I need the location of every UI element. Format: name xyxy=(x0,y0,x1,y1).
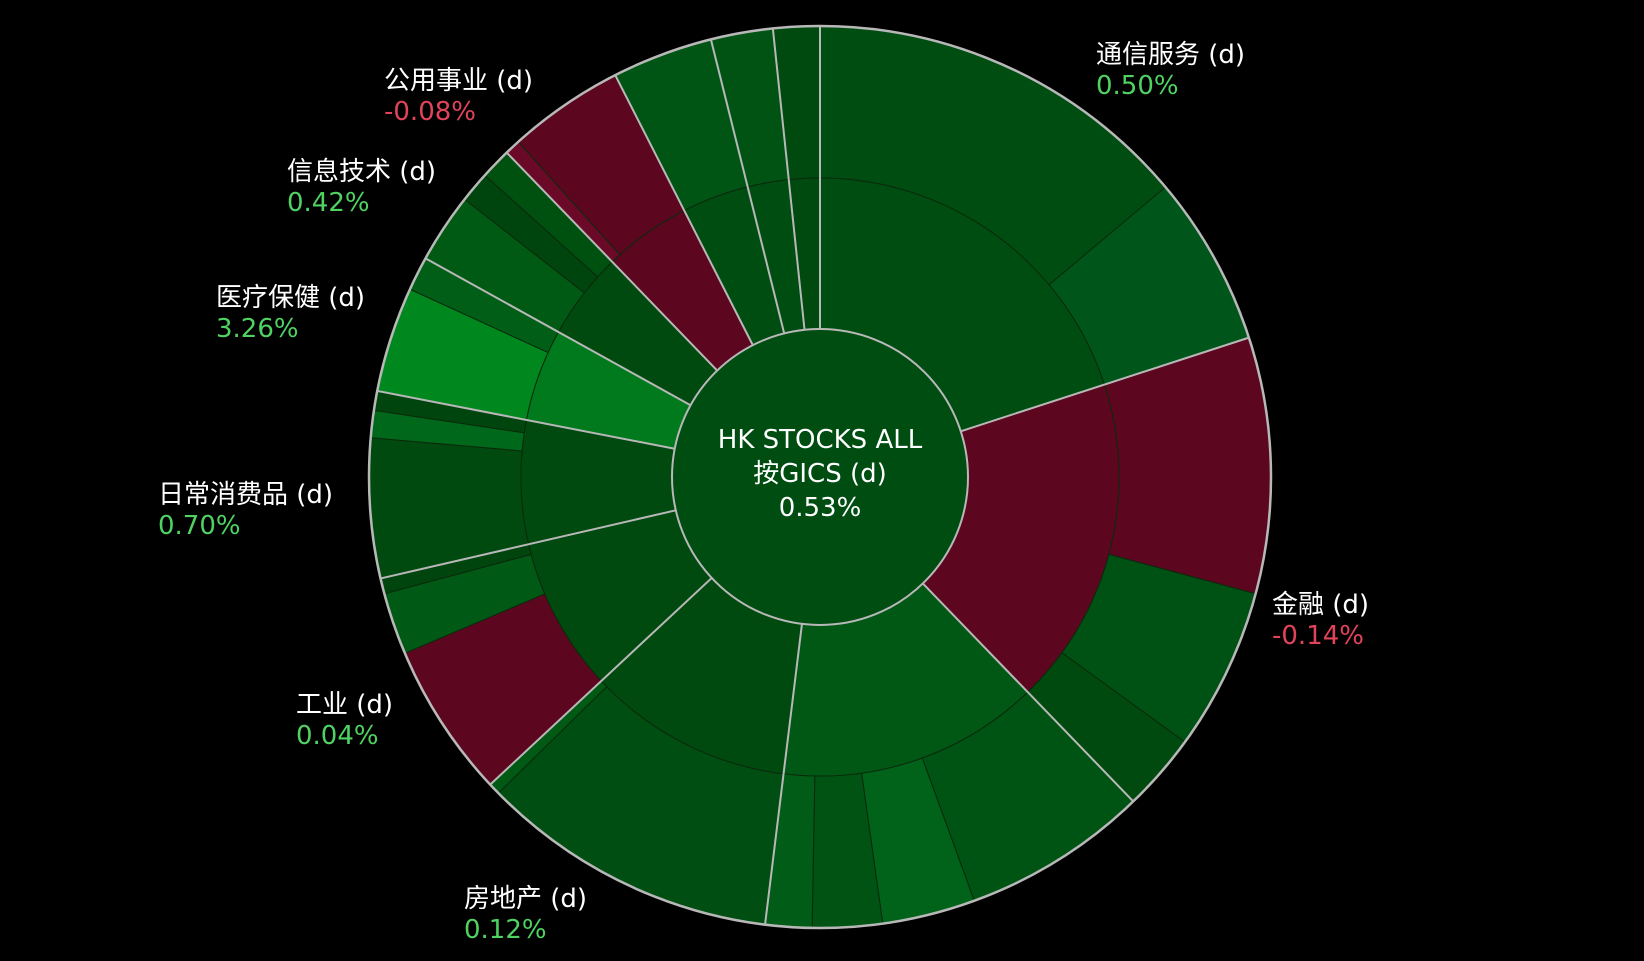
sector-divider xyxy=(771,28,806,330)
sector-divider xyxy=(960,336,1250,433)
sector-label: 信息技术 (d) xyxy=(287,157,436,187)
center-label: 按GICS (d) xyxy=(753,459,887,489)
sector-label: 通信服务 (d) xyxy=(1096,40,1245,70)
sector-divider xyxy=(922,582,1135,803)
dividers xyxy=(367,24,1273,930)
sector-change: 0.04% xyxy=(296,721,379,751)
sector-change: 3.26% xyxy=(216,314,299,344)
sector-label: 房地产 (d) xyxy=(464,884,587,914)
sector-label: 公用事业 (d) xyxy=(384,66,533,96)
center-label: HK STOCKS ALL xyxy=(718,425,923,455)
sector-label: 日常消费品 (d) xyxy=(158,480,333,510)
sector-label: 金融 (d) xyxy=(1272,590,1369,620)
sector-divider xyxy=(380,509,677,580)
sector-divider xyxy=(505,151,718,372)
sector-label: 医疗保健 (d) xyxy=(216,283,365,313)
sector-divider xyxy=(377,389,675,450)
sector-change: 0.42% xyxy=(287,188,370,218)
sector-change: 0.12% xyxy=(464,915,547,945)
center-disc xyxy=(671,328,969,626)
sector-change: -0.08% xyxy=(384,97,476,127)
labels: HK STOCKS ALL 按GICS (d) 0.53% 通信服务 (d)0.50%… xyxy=(158,40,1369,945)
sector-change: -0.14% xyxy=(1272,621,1364,651)
sector-divider xyxy=(425,257,692,407)
center-value: 0.53% xyxy=(779,493,862,523)
sector-change: 0.70% xyxy=(158,511,241,541)
outer-rim xyxy=(367,24,1273,930)
sector-divider xyxy=(709,39,786,334)
sector-divider xyxy=(489,577,713,786)
sector-change: 0.50% xyxy=(1096,71,1179,101)
sector-divider xyxy=(614,74,754,346)
sector-label: 工业 (d) xyxy=(296,690,393,720)
sector-divider xyxy=(764,623,803,925)
rings xyxy=(368,25,1272,929)
